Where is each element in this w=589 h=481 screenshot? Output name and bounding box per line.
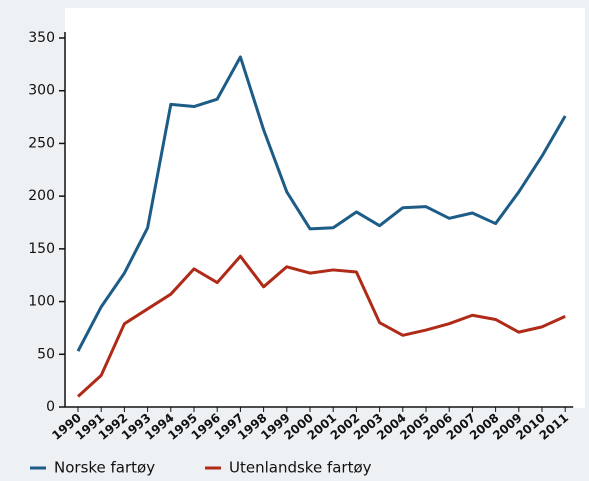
y-tick-label: 200 bbox=[28, 188, 55, 204]
y-tick-label: 250 bbox=[28, 135, 55, 151]
y-tick-label: 0 bbox=[46, 399, 55, 415]
y-tick-label: 50 bbox=[37, 346, 55, 362]
line-series bbox=[76, 55, 567, 352]
legend-label: Norske fartøy bbox=[54, 459, 155, 477]
legend-label: Utenlandske fartøy bbox=[229, 459, 372, 477]
y-tick-label: 100 bbox=[28, 294, 55, 310]
line-series bbox=[76, 254, 566, 398]
y-tick-label: 300 bbox=[28, 83, 55, 99]
y-tick-label: 350 bbox=[28, 30, 55, 46]
y-tick-label: 150 bbox=[28, 241, 55, 257]
